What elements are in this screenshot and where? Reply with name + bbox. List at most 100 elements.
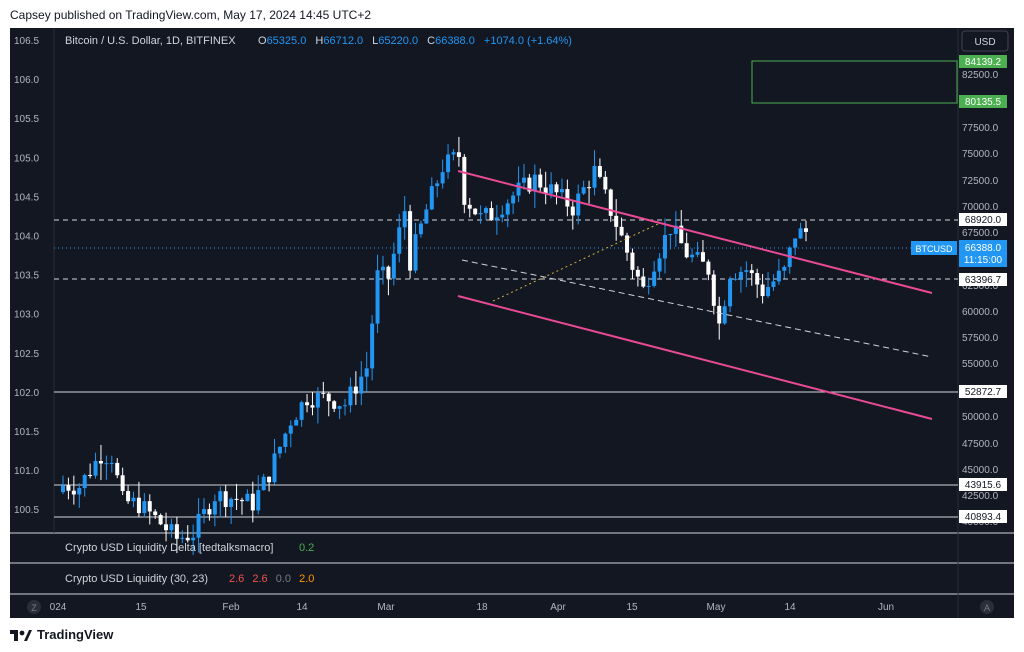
left-axis-tick: 102.0 <box>14 388 39 399</box>
candle-body <box>380 266 385 271</box>
candle-body <box>98 460 103 464</box>
left-price-axis[interactable]: 106.5 106.0 105.5 105.0 104.5 104.0 103.5 103.0… <box>14 36 39 516</box>
bar-countdown: 11:15:00 <box>964 255 1003 266</box>
channel-top-line[interactable] <box>457 170 933 294</box>
candle-body <box>559 189 564 193</box>
symbol-tag-label: BTCUSD <box>915 244 953 254</box>
candle-body <box>294 419 299 426</box>
candle-body <box>538 174 543 188</box>
candle-body <box>348 386 353 406</box>
candle-body <box>61 485 65 493</box>
open-label: O <box>258 35 267 47</box>
candle-body <box>451 152 456 155</box>
box-bottom-price: 80135.5 <box>965 97 1002 108</box>
target-zone-box[interactable] <box>751 60 958 104</box>
candle-body <box>630 252 635 270</box>
auto-scale-button[interactable] <box>980 600 994 614</box>
time-axis-tick: Apr <box>550 602 566 613</box>
candle-body <box>684 243 689 258</box>
right-axis-tick: 60000.0 <box>962 307 999 318</box>
candle-body <box>749 270 754 274</box>
time-axis-tick: 18 <box>476 602 488 613</box>
liquidity-delta-title[interactable]: Crypto USD Liquidity Delta [tedtalksmacr… <box>65 542 273 554</box>
candle-body <box>440 172 445 184</box>
time-axis-tick: 15 <box>135 602 147 613</box>
level3-price: 52872.7 <box>965 387 1002 398</box>
candle-body <box>386 266 391 279</box>
candle-body <box>288 425 293 434</box>
candle-body <box>147 501 152 512</box>
candle-body <box>250 493 255 511</box>
candle-body <box>66 485 71 491</box>
tradingview-logo[interactable]: TradingView <box>10 627 113 642</box>
trend-dotted-line[interactable] <box>492 223 659 302</box>
candle-body <box>120 475 125 492</box>
candle-body <box>527 177 532 192</box>
left-axis-tick: 103.0 <box>14 310 39 321</box>
candle-body <box>505 203 510 215</box>
candle-body <box>467 204 472 209</box>
candle-body <box>728 278 733 307</box>
last-price-tag <box>959 240 1007 267</box>
candle-body <box>245 493 250 502</box>
chart-panel[interactable]: Bitcoin / U.S. Dollar, 1D, BITFINEX O653… <box>10 28 1014 618</box>
close-label: C <box>427 35 435 47</box>
candle-body <box>652 271 657 286</box>
box-top-tag <box>959 55 1007 68</box>
candle-body <box>158 515 163 525</box>
candle-body <box>755 273 760 285</box>
candle-body <box>657 258 662 272</box>
candle-body <box>88 474 93 476</box>
candle-body <box>679 225 684 244</box>
chart-canvas[interactable]: Bitcoin / U.S. Dollar, 1D, BITFINEX O653… <box>10 28 1014 618</box>
candle-body <box>218 491 223 502</box>
candle-body <box>554 184 559 193</box>
right-price-axis[interactable]: 82500.0 77500.0 75000.0 72500.0 70000.0 67500… <box>962 70 999 528</box>
candle-body <box>494 217 499 221</box>
candle-body <box>370 323 375 369</box>
right-axis-tick: 50000.0 <box>962 412 999 423</box>
candle-body <box>185 537 190 541</box>
scale-mode-button[interactable] <box>27 600 41 614</box>
high-value: 66712.0 <box>323 35 363 47</box>
left-axis-tick: 105.5 <box>14 114 39 125</box>
candle-body <box>93 460 98 476</box>
candle-body <box>261 476 266 491</box>
last-price: 66388.0 <box>965 243 1002 254</box>
candle-body <box>109 462 114 464</box>
left-axis-tick: 104.0 <box>14 232 39 243</box>
candle-body <box>267 476 272 483</box>
liquidity-title[interactable]: Crypto USD Liquidity (30, 23) <box>65 573 208 585</box>
candle-body <box>77 488 82 495</box>
box-bottom-tag <box>959 95 1007 108</box>
candle-body <box>635 269 640 277</box>
candle-body <box>646 285 651 287</box>
right-axis-tick: 55000.0 <box>962 359 999 370</box>
candle-body <box>126 491 131 502</box>
time-axis[interactable]: 024 15 Feb 14 Mar 18 Apr 15 May 14 Jun <box>50 602 894 613</box>
candle-body <box>641 276 646 287</box>
candle-body <box>521 177 526 183</box>
candle-body <box>202 509 207 514</box>
liquidity-value-2: 2.6 <box>252 573 267 585</box>
left-axis-tick: 105.0 <box>14 153 39 164</box>
candle-body <box>793 238 798 248</box>
candle-body <box>690 254 695 258</box>
candlestick-series[interactable] <box>61 136 808 556</box>
candle-body <box>462 156 467 205</box>
high-label: H <box>315 35 323 47</box>
channel-bottom-line[interactable] <box>457 295 933 420</box>
candle-body <box>142 501 147 514</box>
candle-body <box>511 195 516 204</box>
level2-price: 63396.7 <box>965 275 1002 286</box>
candle-body <box>619 226 624 236</box>
candle-body <box>744 270 749 272</box>
currency-button[interactable] <box>961 30 1009 52</box>
symbol-title[interactable]: Bitcoin / U.S. Dollar, 1D, BITFINEX <box>65 35 236 47</box>
candle-body <box>71 490 76 495</box>
candle-body <box>587 187 592 189</box>
candle-body <box>673 225 678 234</box>
candle-body <box>570 206 575 216</box>
right-axis-tick: 75000.0 <box>962 149 999 160</box>
right-axis-tick: 62500.0 <box>962 281 999 292</box>
